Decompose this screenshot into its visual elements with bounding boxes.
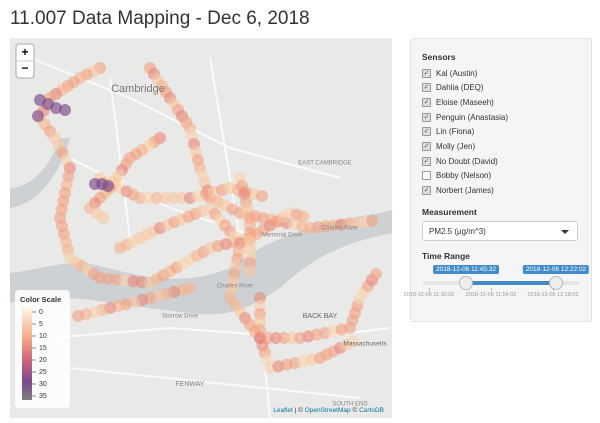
map-label: Charles River (322, 226, 358, 232)
sensor-name: Eloise (Maseeh) (436, 97, 494, 107)
slider-tick-label: 2018-12-06 12:18:02 (527, 292, 579, 298)
attribution-link[interactable]: OpenStreetMap (305, 407, 351, 414)
map-label: Charles River (217, 284, 253, 290)
sensor-checkbox[interactable]: ✓ Penguin (Anastasia) (422, 111, 508, 123)
slider-to: 2018-12-06 12:22:02 (522, 265, 590, 274)
slider-tick-label: 2018-12-06 11:30:02 (403, 292, 455, 298)
sensor-checkbox[interactable]: ✓ Molly (Jen) (422, 141, 475, 153)
legend-tick-label: 30 (39, 381, 47, 388)
route-dot (150, 192, 163, 204)
time-range-label: Time Range (422, 251, 471, 261)
slider-range (466, 281, 556, 285)
sensor-name: Bobby (Nelson) (436, 171, 492, 181)
slider-tick (491, 288, 492, 291)
route-dot (167, 192, 180, 204)
sensor-checkbox[interactable]: ✓ Dahlia (DEQ) (422, 82, 484, 94)
legend-tick-label: 25 (39, 369, 47, 376)
sensor-checkbox[interactable]: Bobby (Nelson) (422, 170, 491, 182)
slider-tick-label: 2018-12-06 11:54:02 (465, 292, 517, 298)
sensor-name: Norbert (James) (436, 186, 494, 196)
color-legend: Color Scale 0 5 10 15 20 25 30 35 (15, 290, 70, 408)
legend-tick-label: 35 (39, 393, 47, 400)
slider-handle[interactable] (549, 276, 563, 290)
map-label: Memorial Drive (262, 233, 303, 239)
route-dot (142, 192, 155, 204)
sensors-label: Sensors (422, 52, 456, 62)
zoom-out[interactable]: − (21, 61, 28, 75)
map-label: EAST CAMBRIDGE (298, 161, 352, 167)
route-dot (297, 210, 310, 223)
attribution-text: | © (295, 406, 303, 414)
sensor-name: Lin (Fiona) (436, 127, 475, 137)
map-label: Storrow Drive (162, 314, 199, 320)
sensor-checkbox[interactable]: ✓ Lin (Fiona) (422, 126, 474, 138)
route-dot (50, 102, 62, 114)
checkbox-box[interactable] (422, 171, 431, 181)
map-label: FENWAY (175, 381, 204, 388)
checkbox-box[interactable]: ✓ (422, 186, 431, 196)
slider-tick (553, 288, 554, 291)
attribution-link[interactable]: Leaflet (273, 407, 293, 414)
legend-tick-label: 5 (39, 321, 43, 328)
map-label: BACK BAY (303, 313, 338, 320)
map[interactable]: + − Cambridge EAST CAMBRIDGE Memorial Driv… (10, 38, 392, 418)
route-dot (59, 104, 71, 116)
page-title: 11.007 Data Mapping - Dec 6, 2018 (10, 8, 310, 29)
zoom-in[interactable]: + (21, 45, 28, 59)
route-dot (370, 268, 382, 280)
route-dot (72, 310, 84, 322)
measurement-select[interactable]: PM2.5 (μg/m^3) (422, 221, 578, 241)
sensor-checkbox[interactable]: ✓ Norbert (James) (422, 185, 494, 197)
checkbox-box[interactable]: ✓ (422, 127, 431, 137)
legend-tick-label: 0 (39, 309, 43, 316)
route-dot (32, 110, 44, 122)
route-dot (134, 192, 146, 204)
route-dot (97, 212, 110, 224)
slider-tick (429, 288, 430, 291)
sensor-name: No Doubt (David) (436, 156, 498, 166)
sensor-name: Kal (Austin) (436, 68, 478, 78)
route-dot (159, 192, 171, 204)
map-label: SOUTH END (332, 402, 368, 408)
sensor-checkbox[interactable]: ✓ Eloise (Maseeh) (422, 96, 494, 108)
slider-handle[interactable] (459, 276, 473, 290)
map-label: Massachusetts (343, 341, 387, 348)
route-dot (347, 335, 360, 348)
route-dot (102, 180, 114, 192)
sensor-checkbox[interactable]: ✓ No Doubt (David) (422, 155, 498, 167)
legend-tick-label: 20 (39, 357, 47, 364)
checkbox-box[interactable]: ✓ (422, 142, 431, 151)
route-dot (256, 190, 268, 202)
route-dot (366, 214, 379, 227)
checkbox-box[interactable]: ✓ (422, 68, 431, 78)
slider-from: 2018-12-06 11:45:32 (433, 265, 499, 274)
sensor-name: Molly (Jen) (436, 142, 476, 151)
checkbox-box[interactable]: ✓ (422, 97, 431, 107)
checkbox-box[interactable]: ✓ (422, 112, 431, 122)
attribution-link[interactable]: CartoDB (359, 407, 384, 414)
sensor-checkbox[interactable]: ✓ Kal (Austin) (422, 67, 477, 79)
legend-tick-label: 15 (39, 345, 47, 352)
measurement-label: Measurement (422, 207, 477, 217)
sidebar: Sensors Measurement PM2.5 (μg/m^3) Time … (404, 38, 592, 322)
route-dot (244, 264, 256, 277)
map-label: Cambridge (111, 83, 165, 95)
attribution: Leaflet | © OpenStreetMap © CartoDB (273, 406, 384, 414)
checkbox-box[interactable]: ✓ (422, 83, 431, 93)
legend-tick-label: 10 (39, 333, 47, 340)
sensor-name: Penguin (Anastasia) (436, 112, 509, 122)
attribution-text: © (352, 406, 357, 414)
route-dot (175, 192, 188, 204)
legend-title: Color Scale (20, 295, 61, 304)
checkbox-box[interactable]: ✓ (422, 156, 431, 166)
sensor-name: Dahlia (DEQ) (436, 83, 484, 93)
